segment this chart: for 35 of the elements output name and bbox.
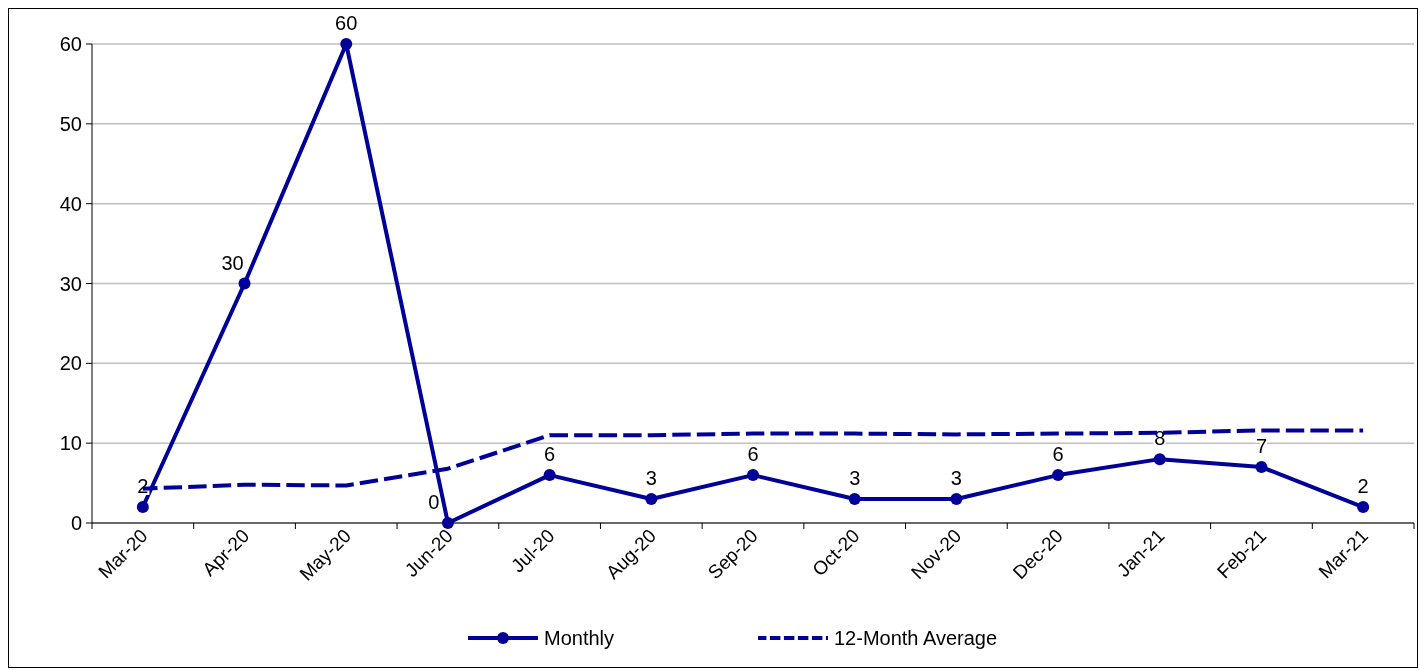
point	[1357, 501, 1370, 514]
point	[340, 38, 353, 50]
point	[441, 517, 454, 529]
data-label: 6	[544, 443, 556, 466]
point	[1255, 461, 1268, 474]
legend-label: Monthly	[544, 627, 615, 649]
data-label: 2	[137, 475, 149, 498]
legend-label: 12-Month Average	[834, 627, 998, 649]
point	[950, 493, 963, 506]
y-tick-label: 40	[59, 192, 82, 215]
y-tick-label: 0	[70, 512, 82, 534]
data-label: 30	[221, 251, 244, 274]
point	[1052, 469, 1065, 482]
y-tick-label: 10	[59, 432, 82, 455]
data-label: 60	[335, 12, 358, 34]
point	[645, 493, 658, 506]
data-label: 3	[645, 467, 657, 490]
y-tick-label: 50	[59, 112, 82, 135]
data-label: 0	[428, 491, 440, 513]
point	[543, 469, 556, 482]
point	[238, 277, 251, 290]
data-label: 7	[1255, 435, 1268, 458]
point	[1153, 453, 1166, 466]
point	[848, 493, 861, 506]
data-label: 3	[849, 467, 861, 490]
data-label: 6	[747, 443, 759, 466]
point	[747, 469, 759, 482]
y-tick-label: 20	[59, 352, 82, 375]
data-label: 3	[950, 467, 962, 490]
y-tick-label: 30	[59, 272, 82, 295]
point	[136, 501, 149, 514]
data-label: 2	[1357, 475, 1369, 498]
y-tick-label: 60	[59, 33, 82, 55]
data-label: 6	[1052, 443, 1064, 466]
data-label: 8	[1154, 427, 1166, 450]
